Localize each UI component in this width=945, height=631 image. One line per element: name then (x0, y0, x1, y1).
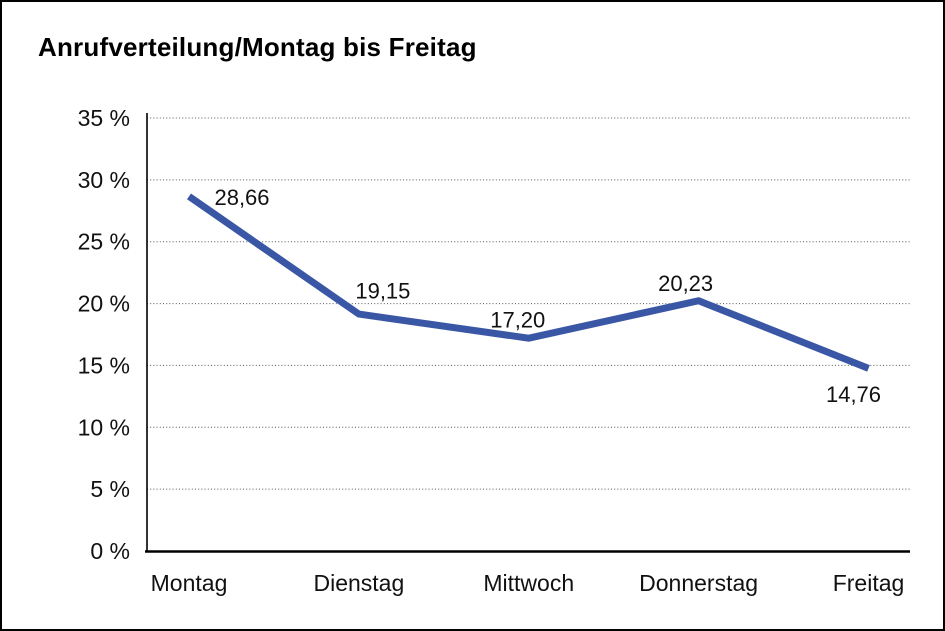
data-point-label: 20,23 (658, 271, 713, 296)
data-point-label: 17,20 (490, 308, 545, 333)
y-axis-tick-label: 30 % (78, 167, 130, 193)
data-point-label: 19,15 (355, 279, 410, 304)
chart-title: Anrufverteilung/Montag bis Freitag (38, 32, 477, 62)
y-axis-tick-label: 35 % (78, 105, 130, 131)
x-axis-category-label: Donnerstag (639, 570, 758, 596)
x-axis-category-label: Mittwoch (483, 570, 574, 596)
data-point-label: 28,66 (214, 185, 269, 210)
x-axis-category-label: Freitag (833, 570, 905, 596)
data-point-label: 14,76 (826, 382, 881, 407)
y-axis-tick-label: 15 % (78, 352, 130, 378)
x-axis-category-label: Montag (151, 570, 228, 596)
y-axis-tick-label: 25 % (78, 229, 130, 255)
data-line (187, 193, 870, 372)
y-axis-tick-label: 20 % (78, 291, 130, 317)
y-axis-tick-label: 0 % (90, 538, 130, 564)
x-axis-category-label: Dienstag (313, 570, 404, 596)
y-axis-tick-label: 10 % (78, 414, 130, 440)
y-axis-tick-label: 5 % (90, 476, 130, 502)
